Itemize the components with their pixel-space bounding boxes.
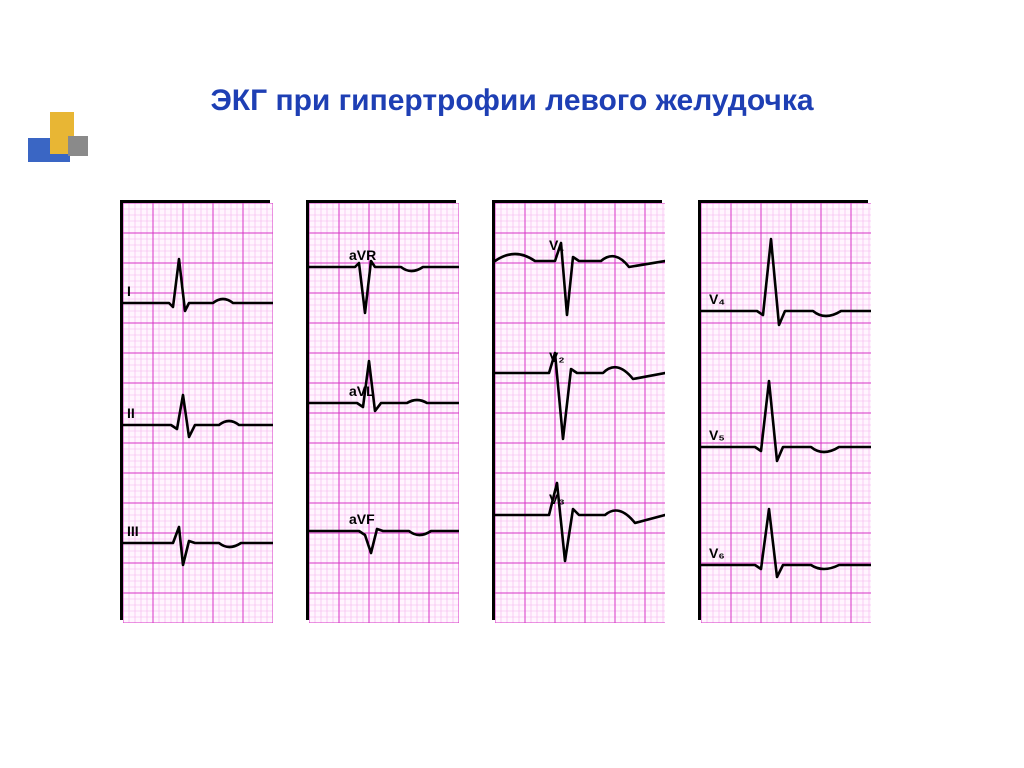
ecg-panels-container: IIIIII aVRaVLaVF V₁V₂V₃ V₄V₅V₆ — [120, 200, 868, 620]
ecg-panel: V₄V₅V₆ — [698, 200, 868, 620]
slide-title: ЭКГ при гипертрофии левого желудочка — [0, 84, 1024, 118]
deco-square — [68, 136, 88, 156]
ecg-panel: aVRaVLaVF — [306, 200, 456, 620]
ecg-panel: IIIIII — [120, 200, 270, 620]
ecg-panel: V₁V₂V₃ — [492, 200, 662, 620]
slide-decoration — [28, 108, 98, 178]
